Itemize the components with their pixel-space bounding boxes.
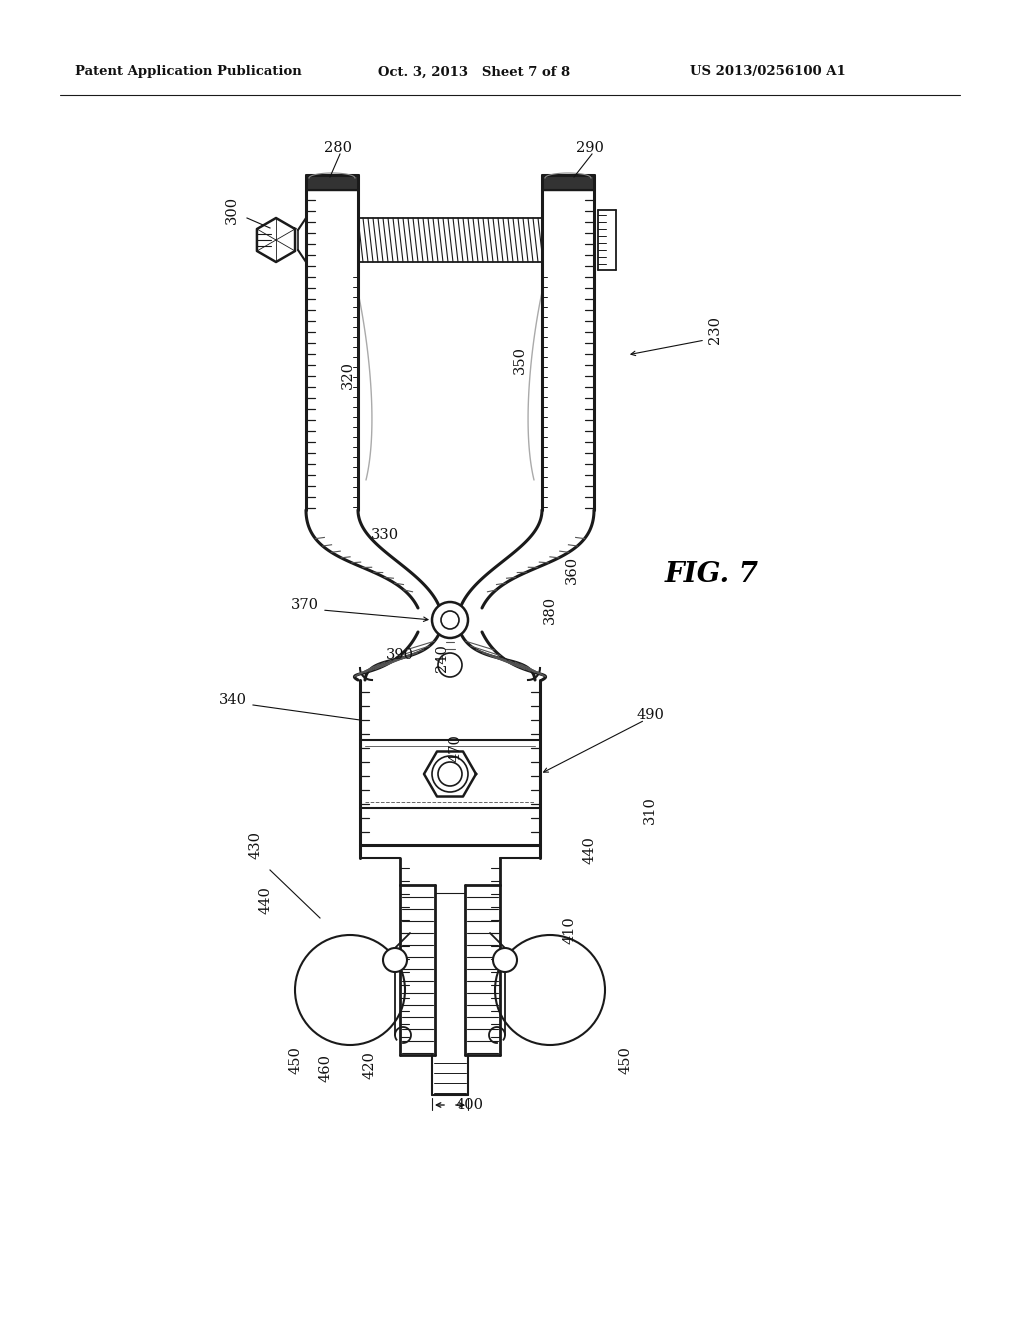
Text: 460: 460 [318,1053,332,1082]
Circle shape [432,602,468,638]
Text: 320: 320 [341,360,355,389]
Text: 360: 360 [565,556,579,583]
Text: 230: 230 [708,315,722,345]
Text: 470: 470 [449,734,462,762]
Text: 240: 240 [435,644,449,672]
Text: 310: 310 [643,796,657,824]
Text: 300: 300 [225,195,239,224]
Text: 450: 450 [288,1045,302,1074]
Text: 430: 430 [248,832,262,859]
Text: Oct. 3, 2013   Sheet 7 of 8: Oct. 3, 2013 Sheet 7 of 8 [378,66,570,78]
Text: 350: 350 [513,346,527,374]
Text: 370: 370 [291,598,319,612]
Text: 280: 280 [324,141,352,154]
Text: 340: 340 [219,693,247,708]
Text: 440: 440 [583,836,597,863]
Text: 390: 390 [386,648,414,663]
Text: 490: 490 [636,708,664,722]
Text: 450: 450 [618,1045,632,1074]
Text: 290: 290 [577,141,604,154]
Text: 400: 400 [456,1098,484,1111]
Text: 440: 440 [258,886,272,913]
Text: 420: 420 [362,1051,377,1078]
Text: Patent Application Publication: Patent Application Publication [75,66,302,78]
Circle shape [438,653,462,677]
Text: FIG. 7: FIG. 7 [665,561,759,589]
Text: 410: 410 [563,916,577,944]
Circle shape [383,948,407,972]
Text: 330: 330 [371,528,399,543]
Text: 380: 380 [543,595,557,624]
Circle shape [493,948,517,972]
Text: US 2013/0256100 A1: US 2013/0256100 A1 [690,66,846,78]
